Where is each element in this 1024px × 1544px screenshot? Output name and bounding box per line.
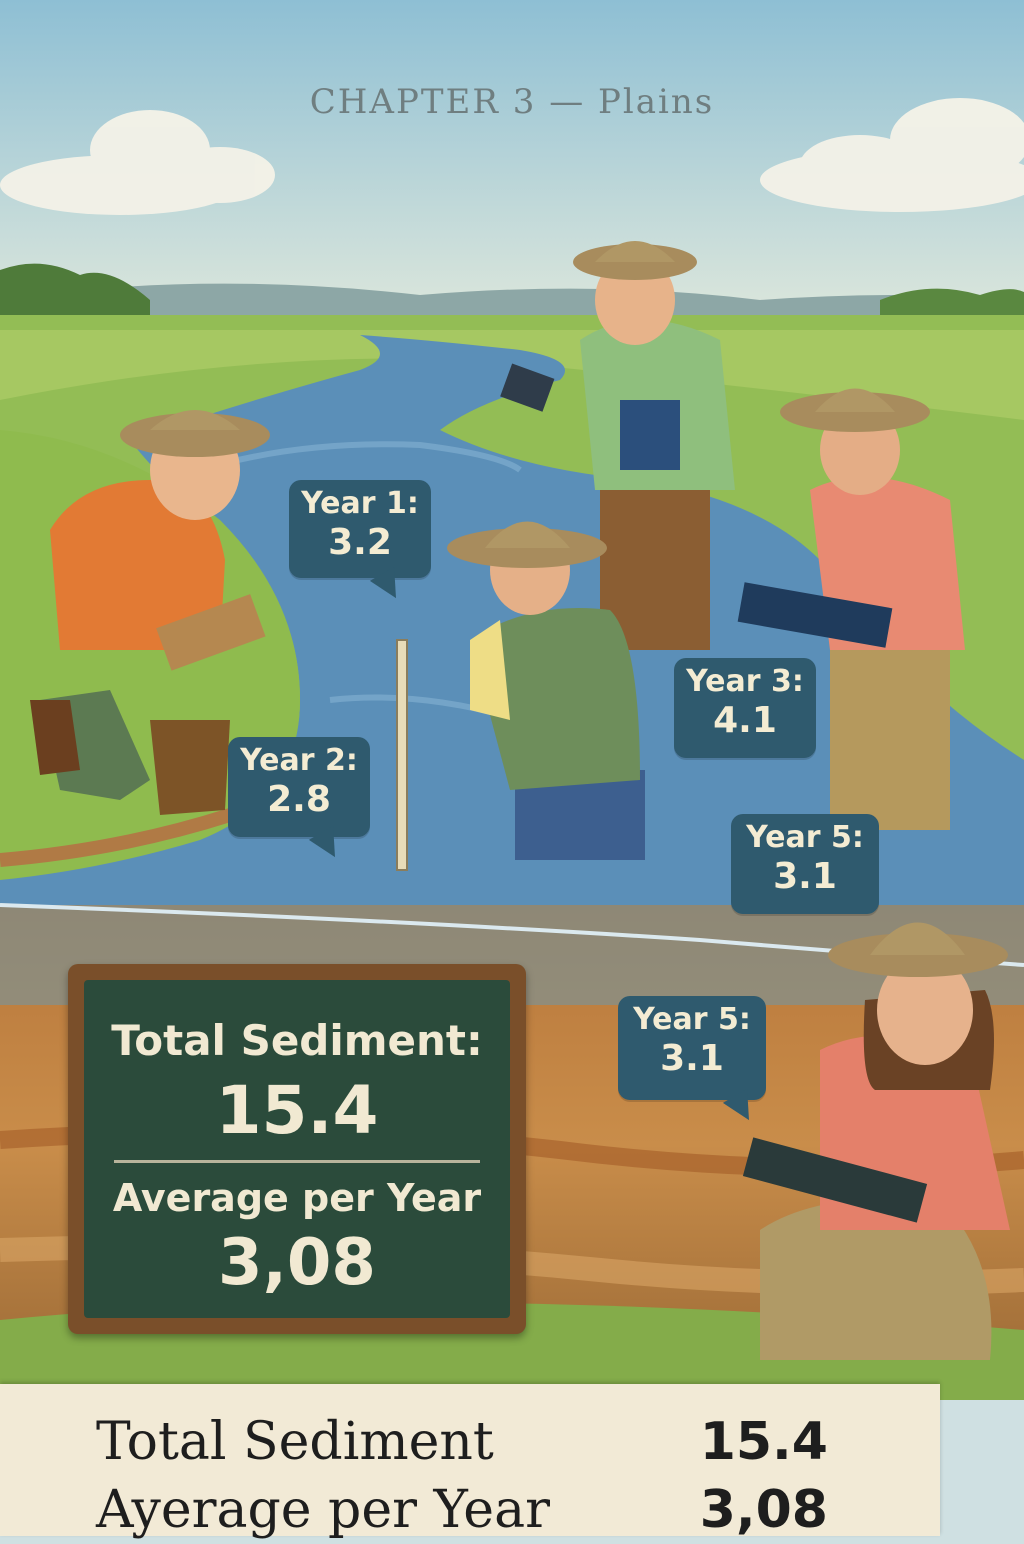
summary-total-value: 15.4 [699,1412,828,1472]
tree-line [0,263,150,320]
researcher-center-wading [447,521,645,860]
summary-average-value: 3,08 [699,1480,828,1540]
board-total-value: 15.4 [215,1072,379,1149]
cloud-right [760,98,1024,212]
summary-panel: Total Sediment 15.4 Ayerage per Year 3,0… [0,1384,940,1540]
board-average-value: 3,08 [218,1226,376,1300]
label-year-3-title: Year 3: [686,664,804,699]
label-year-1-value: 3.2 [328,522,392,563]
board-total-label: Total Sediment: [111,1016,483,1065]
summary-row-total: Total Sediment 15.4 [96,1412,828,1476]
label-year-2: Year 2: 2.8 [228,737,370,865]
label-year-5-lower-value: 3.1 [660,1038,724,1079]
measuring-stick [396,639,408,871]
cloud-left [0,110,275,215]
label-year-1-title: Year 1: [301,486,419,521]
label-year-1: Year 1: 3.2 [289,480,431,606]
researcher-kneeling-left [30,410,270,815]
label-year-3-value: 4.1 [713,700,777,741]
label-year-5-lower: Year 5: 3.1 [618,996,766,1128]
summary-average-label: Ayerage per Year [96,1480,550,1540]
label-year-2-title: Year 2: [240,743,358,778]
chapter-title: CHAPTER 3 — Plains [309,82,715,122]
researcher-bottom-right [742,922,1010,1360]
researcher-standing-phone [500,241,735,650]
label-year-2-value: 2.8 [267,779,331,820]
label-year-5-lower-title: Year 5: [633,1002,751,1037]
summary-row-average: Ayerage per Year 3,08 [96,1480,828,1544]
sediment-chalkboard: Total Sediment: 15.4 Average per Year 3,… [68,964,526,1334]
label-year-3: Year 3: 4.1 [674,658,816,758]
researcher-right-notebook [737,388,965,830]
label-year-5-upper-title: Year 5: [746,820,864,855]
label-year-5-upper: Year 5: 3.1 [731,814,879,914]
board-average-label: Average per Year [112,1176,482,1220]
chalkboard-surface: Total Sediment: 15.4 Average per Year 3,… [84,980,510,1318]
label-year-5-upper-value: 3.1 [773,856,837,897]
board-divider [114,1160,480,1163]
summary-total-label: Total Sediment [96,1412,494,1472]
